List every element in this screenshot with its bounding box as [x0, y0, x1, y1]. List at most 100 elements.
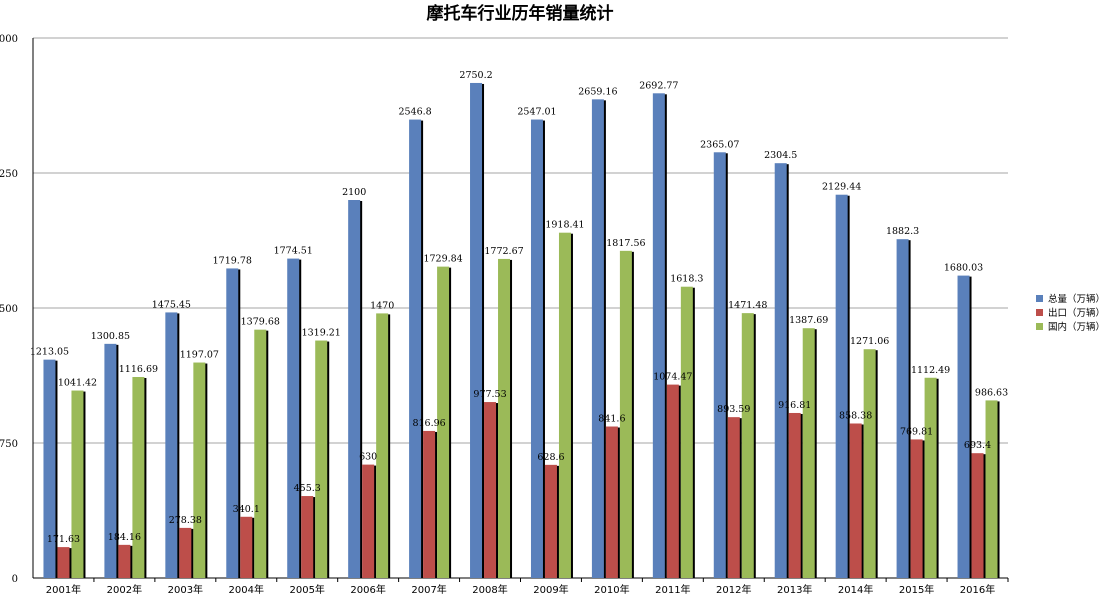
data-label: 1074.47	[653, 372, 692, 383]
data-label: 630	[359, 452, 377, 463]
data-label: 1882.3	[886, 226, 919, 237]
data-label: 1817.56	[606, 238, 645, 249]
data-label: 184.16	[108, 532, 141, 543]
x-tick-label: 2016年	[960, 583, 995, 596]
data-label: 2129.44	[822, 182, 861, 193]
data-label: 2750.2	[459, 70, 492, 81]
data-label: 1470	[370, 300, 394, 311]
x-tick-label: 2011年	[655, 583, 690, 596]
data-label: 1475.45	[152, 299, 191, 310]
bar-total	[652, 93, 665, 579]
data-label: 841.6	[598, 414, 625, 425]
legend-swatch	[1036, 295, 1043, 302]
x-tick-label: 2007年	[411, 583, 446, 596]
data-label: 1918.41	[545, 220, 584, 231]
bar-export	[423, 430, 436, 578]
data-label: 2365.07	[700, 139, 739, 150]
legend-label: 总量（万辆）	[1048, 293, 1105, 305]
data-label: 1719.78	[213, 255, 252, 266]
bar-export	[484, 402, 497, 578]
data-label: 1618.3	[670, 274, 703, 285]
x-tick-label: 2005年	[289, 583, 324, 596]
bar-export	[118, 544, 131, 578]
data-label: 2304.5	[764, 150, 797, 161]
data-label: 455.3	[294, 483, 321, 494]
data-label: 977.53	[473, 389, 506, 400]
bar-total	[713, 152, 726, 578]
data-label: 1213.05	[30, 347, 69, 358]
bar-total	[348, 200, 361, 578]
y-tick-label: 2250	[0, 169, 18, 180]
bar-domestic	[985, 400, 998, 578]
y-tick-label: 3000	[0, 34, 18, 45]
bar-export	[849, 423, 862, 578]
data-labels: 1213.05 171.63 1041.42 1300.85 184.16 1116.69…	[30, 70, 1008, 545]
data-label: 2547.01	[517, 107, 556, 118]
data-label: 1041.42	[58, 378, 97, 389]
bar-domestic	[619, 250, 632, 578]
bar-export	[240, 516, 253, 578]
data-label: 2659.16	[578, 86, 617, 97]
data-label: 1197.07	[180, 350, 219, 361]
x-tick-label: 2014年	[838, 583, 873, 596]
data-label: 1772.67	[484, 246, 523, 257]
bar-domestic	[71, 390, 84, 578]
bar-total	[409, 119, 422, 579]
x-tick-label: 2013年	[777, 583, 812, 596]
bar-export	[727, 417, 740, 578]
data-label: 1774.51	[274, 246, 313, 257]
data-label: 1271.06	[850, 336, 889, 347]
bar-domestic	[437, 266, 450, 578]
legend: 总量（万辆） 出口（万辆） 国内（万辆）	[1036, 293, 1105, 333]
bar-domestic	[193, 362, 206, 578]
data-label: 1116.69	[119, 364, 158, 375]
bar-total	[43, 359, 56, 578]
bar-domestic	[498, 258, 511, 578]
data-label: 858.38	[839, 410, 872, 421]
y-tick-label: 750	[0, 439, 18, 450]
bar-domestic	[376, 313, 389, 578]
legend-swatch	[1036, 323, 1043, 330]
x-tick-label: 2004年	[229, 583, 264, 596]
x-tick-label: 2008年	[472, 583, 507, 596]
data-label: 893.59	[717, 404, 750, 415]
data-label: 340.1	[233, 504, 260, 515]
data-label: 171.63	[47, 534, 80, 545]
bar-domestic	[132, 376, 145, 578]
x-tick-label: 2010年	[594, 583, 629, 596]
data-label: 986.63	[975, 387, 1008, 398]
bar-total	[774, 163, 787, 578]
bar-export	[971, 453, 984, 578]
bar-domestic	[315, 340, 328, 578]
bar-total	[470, 82, 483, 579]
bar-total	[287, 258, 300, 578]
bar-total	[226, 268, 239, 578]
bar-domestic	[680, 286, 693, 578]
data-label: 816.96	[412, 418, 445, 429]
bar-export	[179, 527, 192, 578]
bar-export	[910, 439, 923, 578]
bars	[43, 82, 1000, 579]
bar-total	[957, 275, 970, 578]
data-label: 1680.03	[944, 263, 983, 274]
bar-domestic	[741, 313, 754, 578]
data-label: 1387.69	[789, 315, 828, 326]
data-label: 1319.21	[302, 328, 341, 339]
bar-export	[666, 384, 679, 578]
data-label: 1471.48	[728, 300, 767, 311]
legend-swatch	[1036, 309, 1043, 316]
bar-total	[896, 239, 909, 578]
bar-total	[104, 343, 117, 578]
x-tick-label: 2015年	[899, 583, 934, 596]
y-tick-label: 0	[12, 574, 18, 585]
legend-label: 国内（万辆）	[1048, 321, 1105, 333]
data-label: 693.4	[964, 440, 991, 451]
data-label: 2692.77	[639, 80, 678, 91]
bar-export	[57, 547, 70, 578]
bar-total	[835, 194, 848, 578]
bar-total	[530, 119, 543, 578]
data-label: 1379.68	[241, 317, 280, 328]
x-tick-label: 2012年	[716, 583, 751, 596]
y-tick-label: 1500	[0, 304, 18, 315]
